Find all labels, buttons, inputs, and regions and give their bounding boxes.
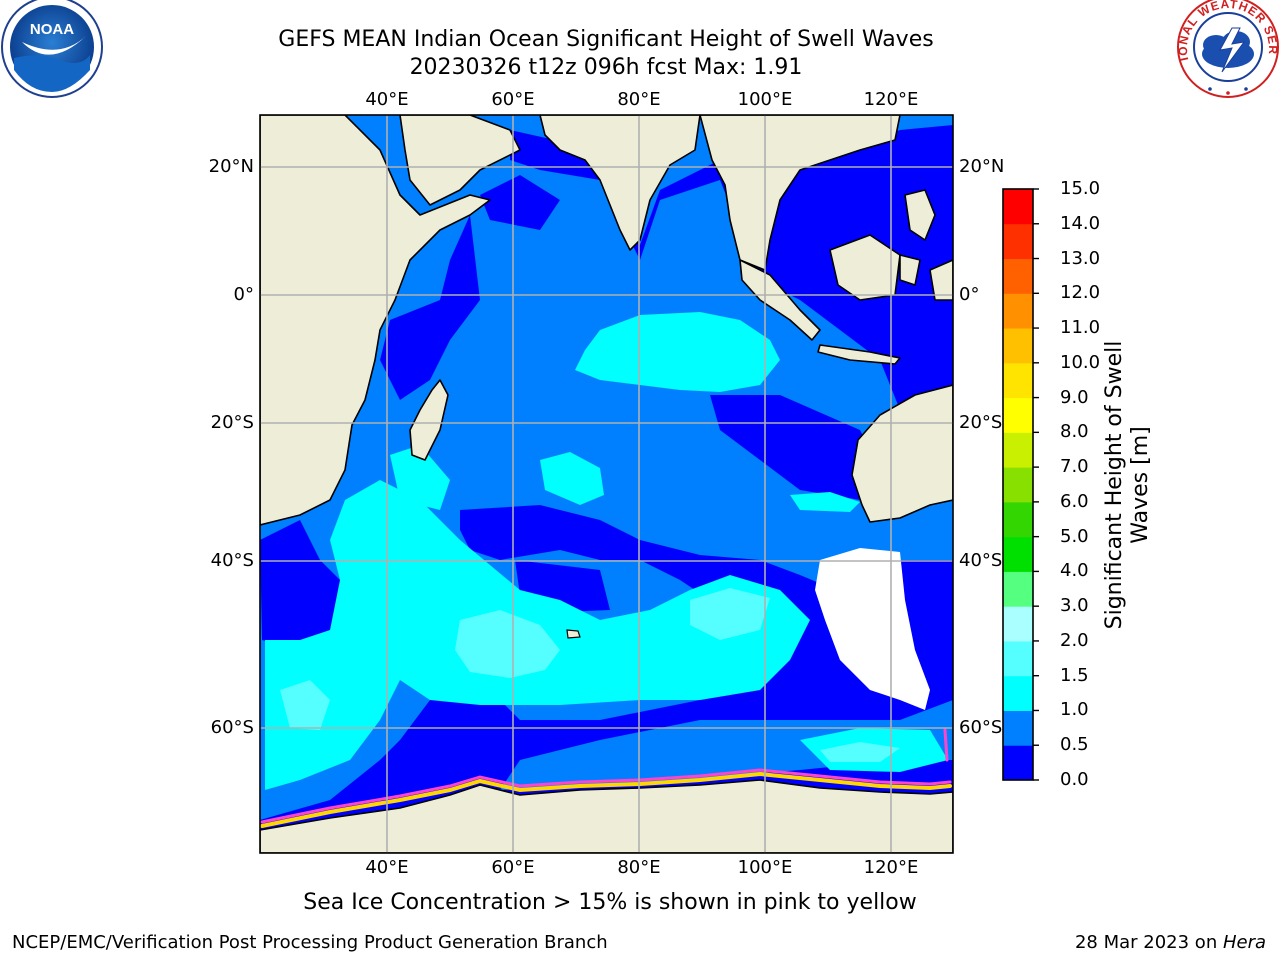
footer-date: 28 Mar 2023 on [1074,932,1223,953]
kerguelen-island [566,629,581,639]
colorbar-swatch [1003,710,1033,746]
colorbar-tick-label: 15.0 [1060,178,1101,199]
footer-machine: Hera [1222,932,1266,953]
colorbar-swatch [1003,362,1033,399]
colorbar-tick-label: 0.5 [1060,734,1089,756]
lon-label-bottom-100e: 100°E [737,857,793,878]
noaa-logo-text: NOAA [30,21,74,38]
colorbar-swatch [1003,189,1033,225]
colorbar-tick-label: 0.0 [1060,769,1089,790]
nws-logo-text: NATIONAL WEATHER SERVICE [0,0,1279,62]
swell-1.5-2.0-regions [280,588,900,762]
colorbar-tick-label: 4.0 [1060,560,1089,582]
colorbar-tick-label: 3.0 [1060,595,1089,617]
lon-label-bottom-80e: 80°E [617,857,661,878]
colorbar-swatch [1003,745,1033,781]
colorbar-tick-label: 11.0 [1060,317,1101,339]
lat-label-right-60s: 60°S [959,717,1003,738]
map-subtitle: 20230326 t12z 096h fcst Max: 1.91 [409,55,803,80]
colorbar-swatch [1003,536,1033,572]
colorbar-swatch [1003,467,1033,503]
lon-label-bottom-120e: 120°E [863,857,919,878]
colorbar-tick-label: 13.0 [1060,247,1101,269]
noaa-logo: NOAA [1,0,103,98]
sea-ice-note: Sea Ice Concentration > 15% is shown in … [303,890,917,915]
lat-label-right-20s: 20°S [959,412,1003,433]
lon-label-bottom-40e: 40°E [365,857,409,878]
colorbar-swatch [1003,606,1033,642]
colorbar-swatch [1003,640,1033,677]
lat-label-left-20s: 20°S [210,412,254,433]
map-title: GEFS MEAN Indian Ocean Significant Heigh… [278,27,934,52]
colorbar-frame [1002,188,1034,781]
colorbar-tick-label: 6.0 [1060,490,1089,512]
colorbar-tick-label: 9.0 [1060,386,1089,408]
lon-label-bottom-60e: 60°E [491,857,535,878]
footer-timestamp: 28 Mar 2023 on Hera [1075,932,1266,953]
colorbar-tick-label: 7.0 [1060,456,1089,478]
lat-label-right-0: 0° [959,284,980,305]
colorbar-swatch [1003,432,1033,468]
svg-text:NATIONAL WEATHER SERVICE: NATIONAL WEATHER SERVICE [0,0,1280,62]
lon-label-top-120e: 120°E [863,89,919,110]
colorbar-swatch [1003,397,1033,433]
colorbar-title: Significant Height of Swell Waves [m] [1102,325,1154,645]
colorbar-tick-label: 14.0 [1060,212,1101,234]
lat-label-right-20n: 20°N [959,156,1005,177]
graticule [260,115,953,853]
colorbar-tick-label: 10.0 [1060,351,1101,373]
colorbar-title-line2: Waves [m] [1128,426,1153,544]
lat-label-left-40s: 40°S [210,550,254,571]
map-area [260,115,953,853]
colorbar-swatch [1003,571,1033,607]
colorbar-tick-label: 12.0 [1060,282,1101,304]
map-frame [259,114,954,854]
land-masses [260,115,953,853]
colorbar-swatch [1003,675,1033,711]
colorbar-tick-label: 8.0 [1060,421,1089,443]
colorbar-swatch [1003,501,1033,538]
lat-label-left-20n: 20°N [208,156,254,177]
lon-label-top-80e: 80°E [617,89,661,110]
lat-label-right-40s: 40°S [959,550,1003,571]
no-data-region [815,548,930,710]
colorbar-swatch [1003,223,1033,260]
lat-label-left-60s: 60°S [210,717,254,738]
nws-logo: NATIONAL WEATHER SERVICE [0,0,1280,98]
colorbar-swatch [1003,293,1033,329]
colorbar-swatch [1003,258,1033,294]
lon-label-top-100e: 100°E [737,89,793,110]
footer-credit: NCEP/EMC/Verification Post Processing Pr… [12,932,608,953]
colorbar [1003,188,1039,781]
colorbar-tick-label: 2.0 [1060,629,1089,651]
colorbar-swatch [1003,328,1033,364]
colorbar-tick-label: 1.5 [1060,664,1089,686]
colorbar-tick-label: 5.0 [1060,525,1089,547]
lon-label-top-60e: 60°E [491,89,535,110]
colorbar-tick-label: 1.0 [1060,699,1089,721]
lat-label-left-0: 0° [233,284,254,305]
lon-label-top-40e: 40°E [365,89,409,110]
colorbar-title-line1: Significant Height of Swell [1102,340,1127,630]
sea-ice-band [260,728,952,828]
